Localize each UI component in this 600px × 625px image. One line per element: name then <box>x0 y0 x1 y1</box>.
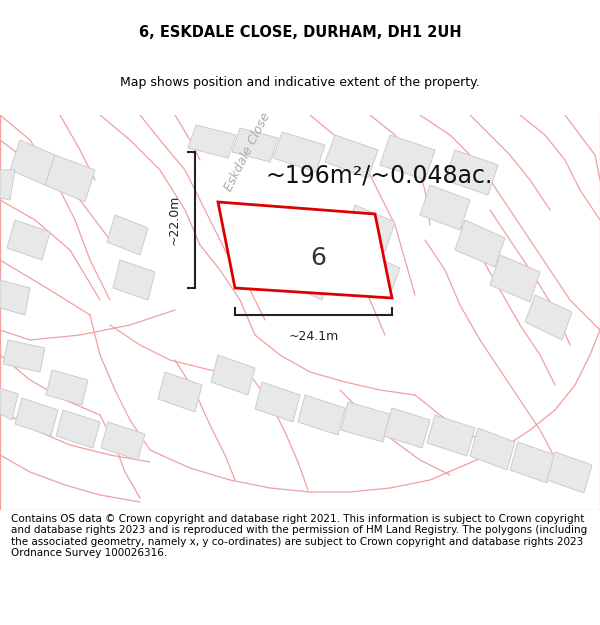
Polygon shape <box>350 250 400 295</box>
Polygon shape <box>298 395 345 435</box>
Polygon shape <box>232 128 278 162</box>
Polygon shape <box>325 135 378 178</box>
Polygon shape <box>15 398 58 436</box>
Polygon shape <box>56 410 100 448</box>
Polygon shape <box>3 340 45 372</box>
Text: Map shows position and indicative extent of the property.: Map shows position and indicative extent… <box>120 76 480 89</box>
Polygon shape <box>380 135 435 180</box>
Polygon shape <box>240 220 295 270</box>
Text: 6, ESKDALE CLOSE, DURHAM, DH1 2UH: 6, ESKDALE CLOSE, DURHAM, DH1 2UH <box>139 25 461 40</box>
Polygon shape <box>273 132 325 172</box>
Text: ~22.0m: ~22.0m <box>168 195 181 245</box>
Polygon shape <box>188 125 236 158</box>
Polygon shape <box>45 155 95 202</box>
Polygon shape <box>255 382 300 422</box>
Polygon shape <box>46 370 88 405</box>
Polygon shape <box>455 220 505 267</box>
Text: ~24.1m: ~24.1m <box>289 330 338 343</box>
Polygon shape <box>510 442 555 483</box>
Polygon shape <box>345 205 395 252</box>
Polygon shape <box>7 220 50 260</box>
Polygon shape <box>113 260 155 300</box>
Polygon shape <box>158 372 202 412</box>
Polygon shape <box>101 422 145 460</box>
Polygon shape <box>384 408 430 448</box>
Polygon shape <box>0 388 18 420</box>
Text: 6: 6 <box>310 246 326 270</box>
Polygon shape <box>218 202 392 298</box>
Polygon shape <box>341 402 390 442</box>
Polygon shape <box>107 215 148 255</box>
Polygon shape <box>445 150 498 195</box>
Polygon shape <box>211 355 255 395</box>
Text: Contains OS data © Crown copyright and database right 2021. This information is : Contains OS data © Crown copyright and d… <box>11 514 587 558</box>
Polygon shape <box>420 185 470 230</box>
Polygon shape <box>10 140 55 185</box>
Polygon shape <box>0 280 30 315</box>
Polygon shape <box>0 170 15 200</box>
Polygon shape <box>525 295 572 340</box>
Polygon shape <box>490 255 540 302</box>
Polygon shape <box>547 452 592 493</box>
Polygon shape <box>427 415 475 456</box>
Polygon shape <box>282 255 330 300</box>
Text: Eskdale Close: Eskdale Close <box>223 111 274 194</box>
Polygon shape <box>470 428 515 470</box>
Text: ~196m²/~0.048ac.: ~196m²/~0.048ac. <box>265 163 493 187</box>
